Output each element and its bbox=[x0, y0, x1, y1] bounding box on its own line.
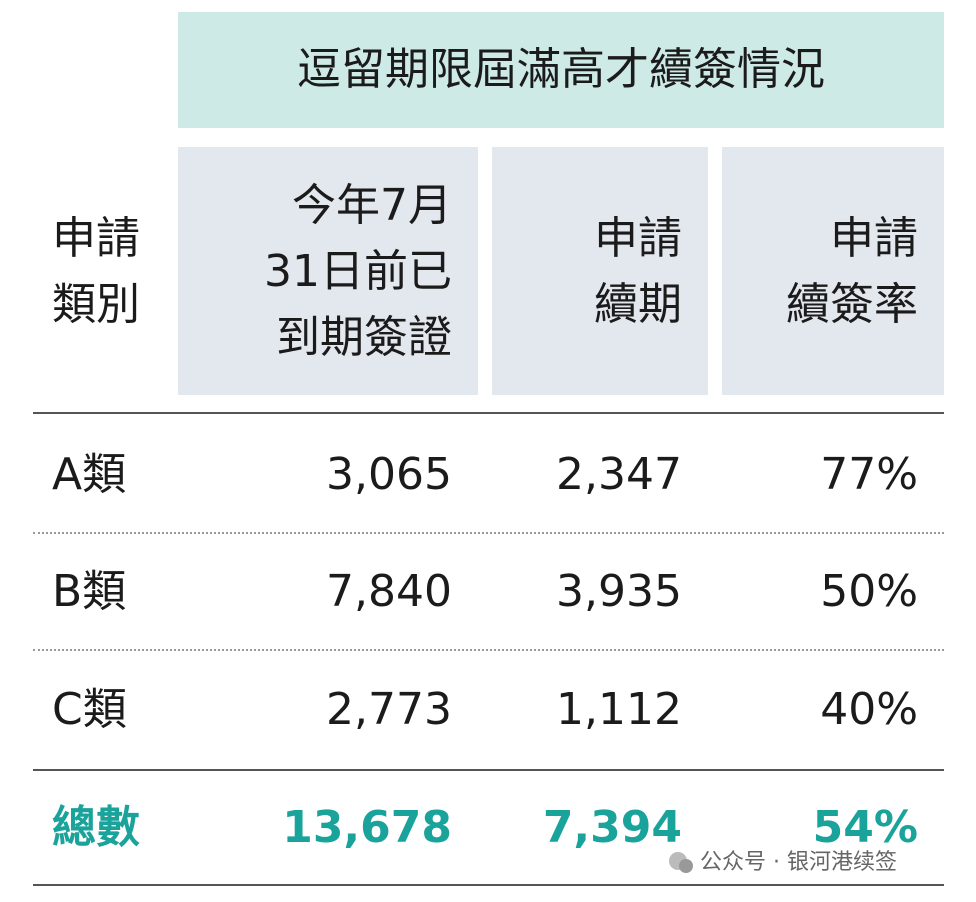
total-label: 總數 bbox=[52, 802, 140, 853]
header-cell-bg bbox=[492, 147, 708, 395]
rule bbox=[33, 412, 944, 414]
header-label: 到期簽證 bbox=[276, 312, 452, 363]
row-label: A類 bbox=[52, 449, 127, 500]
cell: 7,840 bbox=[326, 566, 452, 617]
header-label: 申請 bbox=[594, 213, 682, 264]
title: 逗留期限屆滿高才續簽情況 bbox=[297, 44, 825, 95]
header-label: 續簽率 bbox=[786, 279, 918, 330]
row-label: B類 bbox=[52, 566, 127, 617]
cell: 50% bbox=[820, 566, 918, 617]
total-cell: 13,678 bbox=[282, 802, 452, 853]
dotted-rule bbox=[33, 649, 944, 651]
cell: 3,065 bbox=[326, 449, 452, 500]
header-label: 類別 bbox=[52, 279, 140, 330]
header-label: 今年7月 bbox=[292, 180, 452, 231]
watermark: 公众号 · 银河港续签 bbox=[700, 850, 897, 875]
header-cell-bg bbox=[722, 147, 944, 395]
title-box bbox=[178, 12, 944, 128]
cell: 3,935 bbox=[556, 566, 682, 617]
rule bbox=[33, 769, 944, 771]
header-label: 續期 bbox=[594, 279, 682, 330]
cell: 2,347 bbox=[556, 449, 682, 500]
rule bbox=[33, 884, 944, 886]
dotted-rule bbox=[33, 532, 944, 534]
cell: 77% bbox=[820, 449, 918, 500]
header-cell-bg bbox=[178, 147, 478, 395]
header-label: 31日前已 bbox=[264, 246, 452, 297]
row-label: C類 bbox=[52, 684, 127, 735]
cell: 1,112 bbox=[556, 684, 682, 735]
cell: 40% bbox=[820, 684, 918, 735]
total-cell: 54% bbox=[812, 802, 918, 853]
watermark-icon bbox=[669, 852, 693, 873]
header-label: 申請 bbox=[52, 213, 140, 264]
total-cell: 7,394 bbox=[542, 802, 682, 853]
header-label: 申請 bbox=[830, 213, 918, 264]
cell: 2,773 bbox=[326, 684, 452, 735]
